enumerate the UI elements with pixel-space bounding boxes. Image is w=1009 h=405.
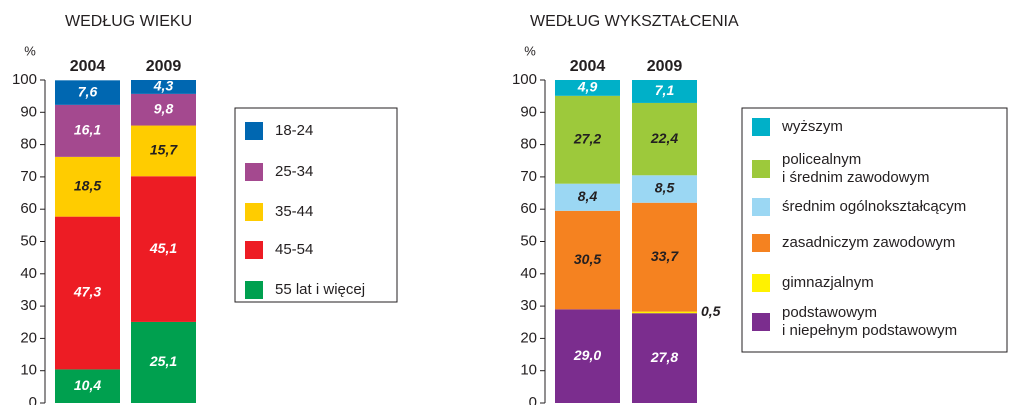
y-tick-label: 10 [520, 362, 537, 379]
bar-segment [555, 183, 620, 211]
value-label: 27,8 [650, 349, 678, 365]
y-tick-label: 80 [520, 136, 537, 153]
legend-label: 35-44 [275, 203, 313, 220]
y-axis-label: % [24, 43, 36, 58]
y-tick-label: 10 [20, 362, 37, 379]
bar-segment [55, 80, 120, 105]
y-tick-label: 20 [520, 329, 537, 346]
bar-segment [632, 202, 697, 312]
y-tick-label: 0 [29, 394, 37, 405]
y-tick-label: 100 [512, 71, 537, 88]
value-label: 7,6 [78, 83, 98, 99]
value-label: 33,7 [651, 248, 679, 264]
legend-swatch [245, 241, 263, 259]
y-tick-label: 0 [529, 394, 537, 405]
value-label: 45,1 [149, 240, 177, 256]
value-label: 47,3 [73, 284, 101, 300]
legend-label: 55 lat i więcej [275, 281, 365, 298]
value-label: 16,1 [74, 122, 101, 138]
legend-box [741, 107, 1008, 353]
y-tick-label: 40 [520, 265, 537, 282]
legend-label: 18-24 [275, 122, 313, 139]
legend-swatch [752, 274, 770, 292]
y-tick-label: 20 [20, 329, 37, 346]
bar-segment [131, 80, 196, 94]
value-label: 22,4 [650, 130, 678, 146]
value-label: 0,5 [701, 303, 721, 319]
chart-title: WEDŁUG WYKSZTAŁCENIA [530, 13, 739, 30]
x-tick-label: 2004 [70, 58, 106, 75]
y-tick-label: 30 [520, 297, 537, 314]
value-label: 27,2 [573, 130, 601, 146]
value-label: 4,9 [577, 79, 598, 95]
value-label: 30,5 [574, 251, 601, 267]
bar-segment [55, 156, 120, 217]
y-tick-label: 60 [20, 200, 37, 217]
y-tick-label: 70 [20, 168, 37, 185]
value-label: 9,8 [154, 100, 174, 116]
y-tick-label: 80 [20, 136, 37, 153]
bar-segment [555, 309, 620, 403]
value-label: 25,1 [149, 353, 177, 369]
legend-label: podstawowym i niepełnym podstawowym [782, 304, 957, 339]
x-tick-label: 2004 [570, 58, 606, 75]
bar-segment [131, 125, 196, 177]
bar-segment [55, 104, 120, 157]
value-label: 7,1 [655, 82, 675, 98]
legend-label: wyższym [781, 118, 843, 135]
legend-label: 25-34 [275, 163, 313, 180]
legend-swatch [752, 198, 770, 216]
value-label: 29,0 [573, 347, 601, 363]
legend-swatch [245, 281, 263, 299]
bar-segment [555, 95, 620, 184]
value-label: 4,3 [153, 78, 174, 94]
legend-label: gimnazjalnym [782, 274, 874, 291]
y-tick-label: 90 [520, 103, 537, 120]
bar-segment [131, 176, 196, 322]
y-tick-label: 70 [520, 168, 537, 185]
legend-box [234, 107, 398, 303]
legend-swatch [752, 234, 770, 252]
legend-label: policealnym i średnim zawodowym [782, 151, 930, 186]
bar-segment [632, 102, 697, 176]
bar-segment [55, 216, 120, 370]
bar-segment [55, 369, 120, 403]
y-tick-label: 50 [520, 232, 537, 249]
y-tick-label: 40 [20, 265, 37, 282]
legend-label: 45-54 [275, 241, 313, 258]
y-tick-label: 90 [20, 103, 37, 120]
y-tick-label: 100 [12, 71, 37, 88]
chart-title: WEDŁUG WIEKU [65, 13, 192, 30]
value-label: 10,4 [74, 377, 101, 393]
bar-segment [555, 80, 620, 96]
bar-segment [632, 311, 697, 314]
value-label: 8,4 [578, 188, 598, 204]
value-label: 18,5 [74, 177, 101, 193]
legend-swatch [752, 160, 770, 178]
legend-label: zasadniczym zawodowym [782, 234, 955, 251]
bar-segment [632, 313, 697, 403]
value-label: 15,7 [150, 142, 178, 158]
legend-label: średnim ogólnokształcącym [782, 198, 966, 215]
legend-swatch [752, 313, 770, 331]
x-tick-label: 2009 [146, 58, 182, 75]
bar-segment [131, 93, 196, 126]
bar-segment [555, 210, 620, 310]
value-label: 8,5 [655, 180, 675, 196]
y-axis-label: % [524, 43, 536, 58]
legend-swatch [245, 203, 263, 221]
legend-swatch [752, 118, 770, 136]
y-tick-label: 60 [520, 200, 537, 217]
legend-swatch [245, 122, 263, 140]
bar-segment [632, 175, 697, 203]
legend-swatch [245, 163, 263, 181]
x-tick-label: 2009 [647, 58, 683, 75]
y-tick-label: 50 [20, 232, 37, 249]
y-tick-label: 30 [20, 297, 37, 314]
bar-segment [131, 321, 196, 403]
bar-segment [632, 80, 697, 103]
